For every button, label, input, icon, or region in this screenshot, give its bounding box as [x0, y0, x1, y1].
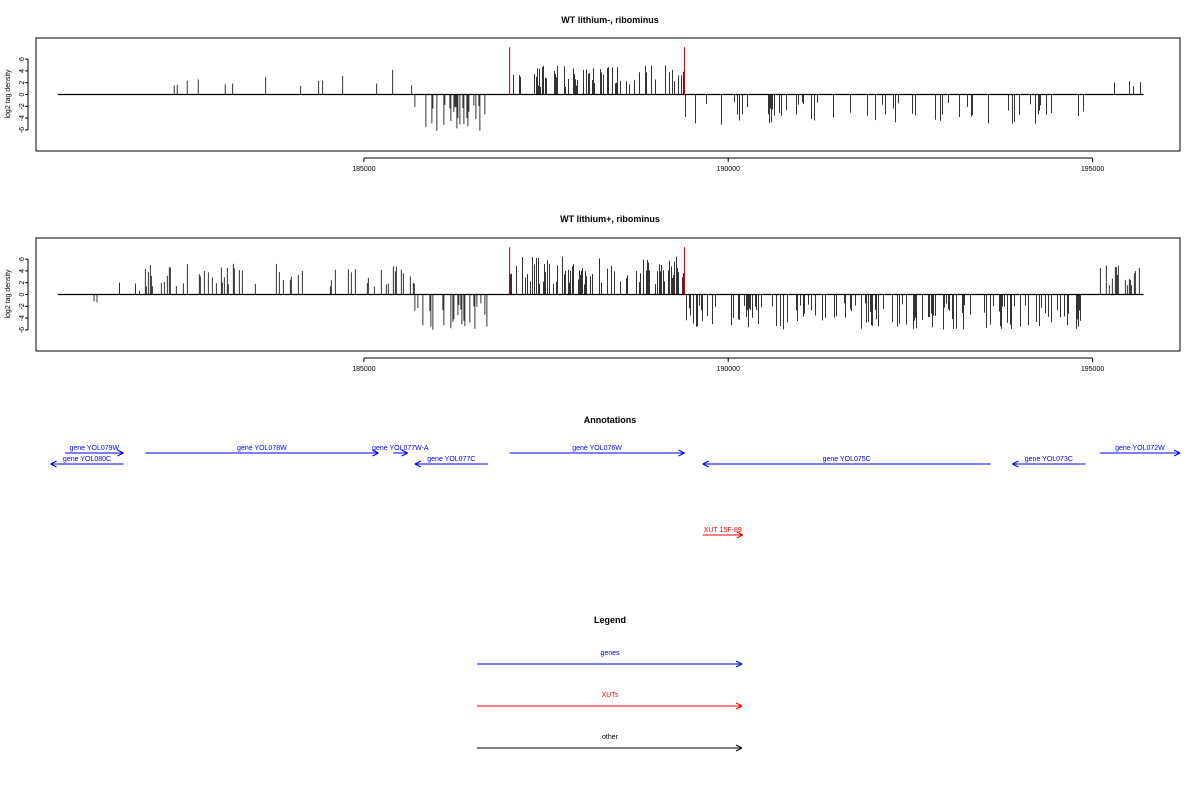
- annotation-arrow: gene YOL079W: [65, 445, 124, 457]
- plot-frame: [35, 237, 1181, 352]
- legend-label: other: [602, 734, 619, 741]
- y-tick-label: -6: [19, 127, 26, 133]
- annotation-arrow: gene YOL077C: [414, 456, 488, 468]
- y-tick-label: 4: [19, 269, 26, 273]
- annotation-label: gene YOL077W-A: [372, 445, 429, 452]
- y-tick-label: -4: [19, 115, 26, 121]
- y-tick-label: 2: [19, 81, 26, 85]
- y-tick-label: 6: [19, 257, 26, 261]
- annotation-label: gene YOL073C: [1025, 456, 1073, 463]
- legend-item: genes: [477, 650, 743, 668]
- legend: Legend genes XUTs other: [477, 615, 743, 752]
- y-tick-label: -2: [19, 303, 26, 309]
- annotation-label: gene YOL072W: [1115, 445, 1165, 452]
- y-axis: 6 4 2 0 -2 -4 -6: [19, 257, 29, 333]
- annotation-arrow: gene YOL076W: [509, 445, 685, 457]
- annotation-arrow: gene YOL073C: [1012, 456, 1086, 468]
- y-tick-label: 0: [19, 92, 26, 96]
- y-axis-label: log2 tag density: [5, 269, 12, 319]
- annotation-arrow: gene YOL072W: [1099, 445, 1181, 457]
- y-tick-label: 0: [19, 292, 26, 296]
- legend-label: XUTs: [602, 692, 619, 699]
- plot-frame: [35, 37, 1181, 152]
- track-panel-lithium-minus: WT lithium-, ribominus log2 tag density …: [5, 15, 1181, 173]
- annotation-arrow: gene YOL075C: [702, 456, 991, 468]
- x-tick-label: 195000: [1081, 366, 1104, 373]
- annotations-title: Annotations: [584, 415, 637, 425]
- boundary-markers: [509, 247, 686, 295]
- annotation-label: gene YOL078W: [237, 445, 287, 452]
- y-tick-label: 2: [19, 281, 26, 285]
- annotation-label: gene YOL079W: [69, 445, 119, 452]
- annotation-label: gene YOL075C: [823, 456, 871, 463]
- y-tick-label: 6: [19, 57, 26, 61]
- annotation-label: gene YOL077C: [427, 456, 475, 463]
- y-tick-label: -4: [19, 315, 26, 321]
- legend-title: Legend: [594, 615, 626, 625]
- annotation-items: gene YOL079W gene YOL080C gene YOL078W gene…: [50, 445, 1181, 539]
- legend-item: XUTs: [477, 692, 743, 710]
- annotation-label: gene YOL080C: [63, 456, 111, 463]
- x-tick-label: 185000: [352, 166, 375, 173]
- x-axis: 185000 190000 195000: [352, 157, 1104, 173]
- x-axis: 185000 190000 195000: [352, 357, 1104, 373]
- legend-item: other: [477, 734, 743, 752]
- y-axis: 6 4 2 0 -2 -4 -6: [19, 57, 29, 133]
- annotation-arrow: gene YOL077W-A: [372, 445, 429, 457]
- x-tick-label: 190000: [717, 166, 740, 173]
- x-tick-label: 195000: [1081, 166, 1104, 173]
- y-tick-label: 4: [19, 69, 26, 73]
- x-tick-label: 190000: [717, 366, 740, 373]
- legend-items: genes XUTs other: [477, 650, 743, 752]
- y-tick-label: -2: [19, 103, 26, 109]
- density-bars: [57, 65, 1144, 131]
- boundary-markers: [509, 47, 686, 95]
- track-panel-lithium-plus: WT lithium+, ribominus log2 tag density …: [5, 214, 1181, 373]
- legend-label: genes: [600, 650, 620, 657]
- annotation-arrow: XUT 15F-89: [702, 527, 744, 539]
- y-tick-label: -6: [19, 327, 26, 333]
- density-bars: [57, 256, 1144, 330]
- track-title: WT lithium+, ribominus: [560, 214, 660, 224]
- x-tick-label: 185000: [352, 366, 375, 373]
- annotation-arrow: gene YOL080C: [50, 456, 124, 468]
- annotation-arrow: gene YOL078W: [145, 445, 379, 457]
- annotation-label: XUT 15F-89: [704, 527, 742, 534]
- track-title: WT lithium-, ribominus: [561, 15, 659, 25]
- annotation-label: gene YOL076W: [572, 445, 622, 452]
- y-axis-label: log2 tag density: [5, 69, 12, 119]
